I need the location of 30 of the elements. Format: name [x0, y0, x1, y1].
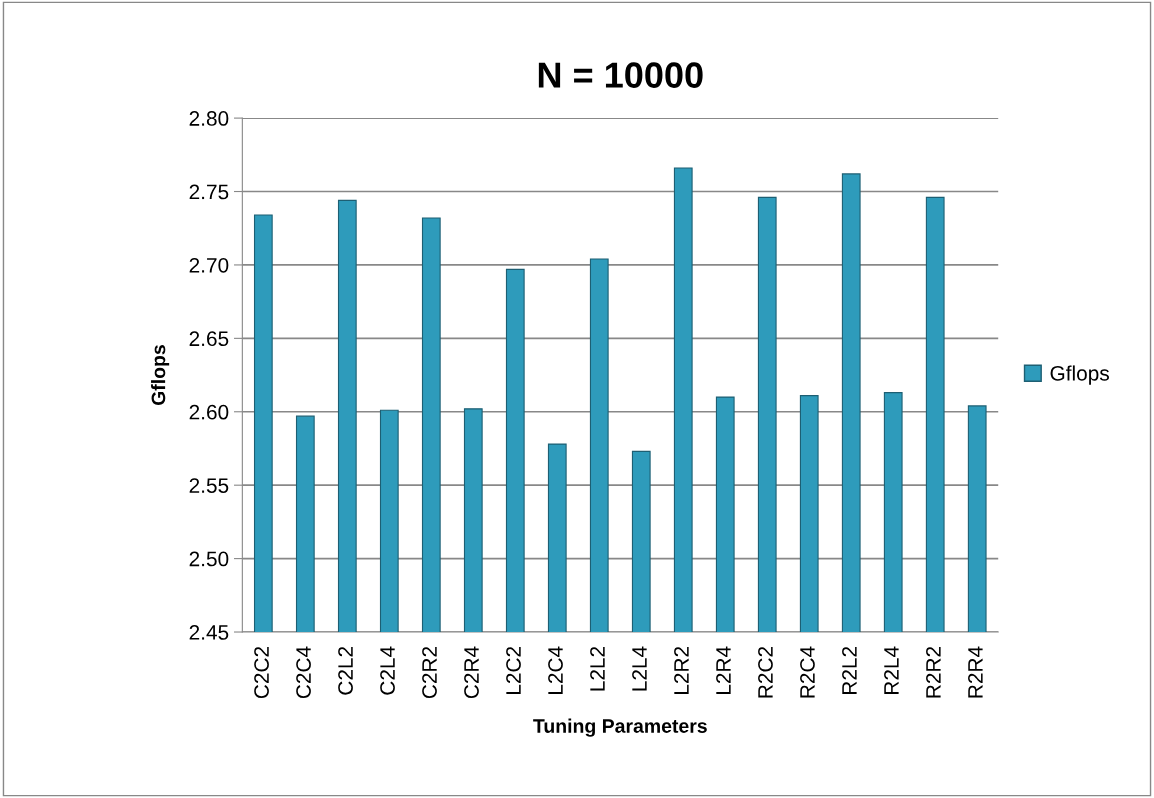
x-tick-label: C2R2 — [422, 646, 437, 699]
y-tick-label: 2.60 — [189, 404, 229, 420]
x-tick-label: R2R4 — [968, 646, 983, 698]
y-tick-label: 2.75 — [189, 184, 229, 200]
x-tick-label: L2R2 — [674, 646, 689, 694]
x-tick-label: C2L2 — [338, 646, 353, 695]
y-tick-label: 2.65 — [189, 331, 229, 347]
x-tick-label: L2R4 — [716, 646, 731, 694]
x-tick-label: L2L2 — [590, 646, 605, 691]
x-axis-title: Tuning Parameters — [533, 718, 707, 737]
x-tick-label: C2C2 — [254, 646, 269, 699]
x-tick-label: L2C4 — [548, 646, 563, 694]
x-tick-label: C2R4 — [464, 646, 479, 699]
y-tick-label: 2.80 — [189, 111, 229, 126]
y-tick-label: 2.50 — [189, 551, 229, 567]
x-tick-label: R2C4 — [800, 646, 815, 698]
y-tick-label: 2.45 — [189, 625, 229, 640]
x-tick-label: R2L4 — [884, 646, 899, 694]
y-axis-title: Gflops — [151, 345, 170, 406]
x-tick-label: C2C4 — [296, 646, 311, 699]
x-tick-label: C2L4 — [380, 646, 395, 695]
x-tick-label: R2L2 — [842, 646, 857, 694]
y-tick-label: 2.55 — [189, 478, 229, 493]
x-tick-label: R2R2 — [926, 646, 941, 698]
x-tick-label: L2C2 — [506, 646, 521, 694]
legend-label: Gflops — [1050, 365, 1109, 385]
x-tick-label: R2C2 — [758, 646, 773, 698]
chart-title: N = 10000 — [538, 62, 703, 88]
y-tick-label: 2.70 — [189, 257, 229, 273]
x-tick-label: L2L4 — [632, 646, 647, 691]
